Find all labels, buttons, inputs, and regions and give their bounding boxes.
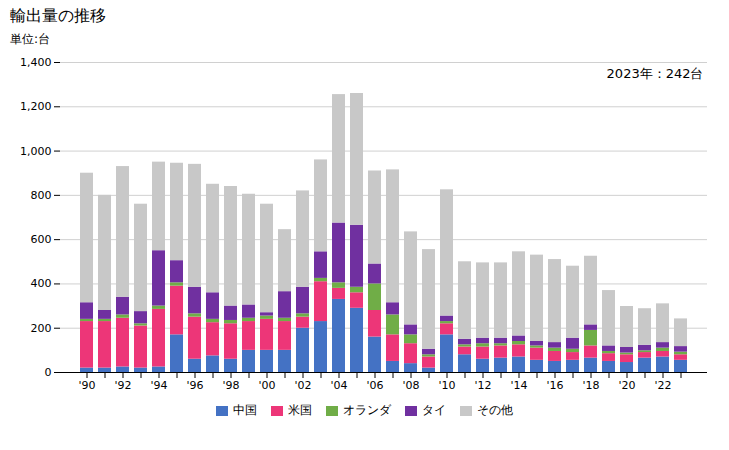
html-text:輸出量の推移: 輸出量の推移 xyxy=(10,6,106,25)
svg-text:'12: '12 xyxy=(474,379,491,392)
svg-text:'98: '98 xyxy=(222,379,239,392)
svg-text:'96: '96 xyxy=(186,379,203,392)
svg-text:'16: '16 xyxy=(546,379,563,392)
svg-text:200: 200 xyxy=(31,322,52,335)
svg-text:'04: '04 xyxy=(330,379,347,392)
html-text:オランダ: オランダ xyxy=(343,403,391,417)
svg-text:'08: '08 xyxy=(402,379,419,392)
svg-text:800: 800 xyxy=(31,189,52,202)
svg-text:'20: '20 xyxy=(618,379,635,392)
svg-text:'00: '00 xyxy=(258,379,275,392)
svg-text:'92: '92 xyxy=(114,379,131,392)
html-text:米国: 米国 xyxy=(288,403,312,417)
html-text:その他: その他 xyxy=(477,403,513,417)
svg-text:'22: '22 xyxy=(654,379,671,392)
svg-text:1,200: 1,200 xyxy=(20,100,52,113)
svg-text:0: 0 xyxy=(45,366,52,379)
svg-text:'06: '06 xyxy=(366,379,383,392)
svg-text:400: 400 xyxy=(31,277,52,290)
html-text:単位:台: 単位:台 xyxy=(10,32,50,46)
svg-text:'10: '10 xyxy=(438,379,455,392)
html-text:タイ: タイ xyxy=(422,403,446,417)
svg-text:600: 600 xyxy=(31,233,52,246)
svg-text:'02: '02 xyxy=(294,379,311,392)
svg-text:1,400: 1,400 xyxy=(20,56,52,69)
svg-text:'18: '18 xyxy=(582,379,599,392)
svg-text:'14: '14 xyxy=(510,379,527,392)
svg-text:1,000: 1,000 xyxy=(20,145,52,158)
svg-text:2023年：242台: 2023年：242台 xyxy=(607,66,704,81)
html-text:中国: 中国 xyxy=(233,403,257,417)
svg-text:'90: '90 xyxy=(78,379,95,392)
svg-text:'94: '94 xyxy=(150,379,167,392)
